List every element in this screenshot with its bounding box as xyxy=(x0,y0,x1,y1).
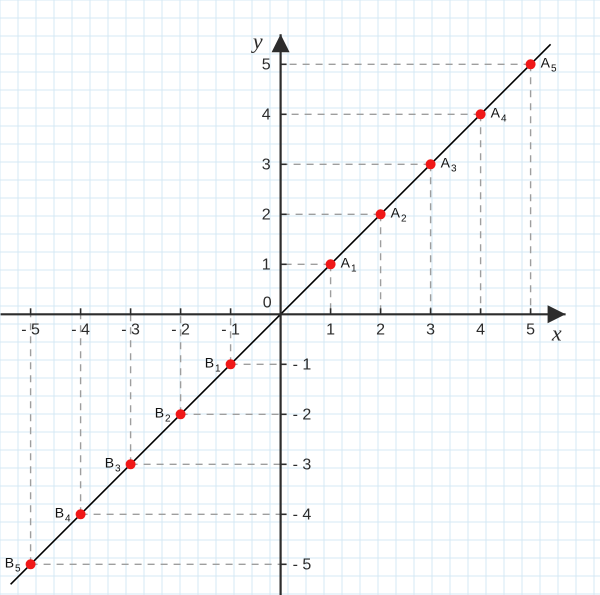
x-tick-label: 2 xyxy=(376,321,385,338)
point-A3 xyxy=(426,160,435,169)
y-tick-label: - 5 xyxy=(293,556,312,573)
point-A5 xyxy=(526,60,535,69)
point-B2 xyxy=(176,410,185,419)
x-tick-label: - 5 xyxy=(21,321,40,338)
x-tick-label: 4 xyxy=(476,321,485,338)
coordinate-chart: - 5 - 4 - 3 - 2 - 1 1 2 3 4 5 - 5 - 4 - 3 - 2 - 1 1 2 3 4 5… xyxy=(0,0,600,595)
y-tick-label: - 4 xyxy=(293,506,312,523)
point-B4 xyxy=(76,510,85,519)
origin-label: 0 xyxy=(263,294,272,311)
y-axis-label: y xyxy=(251,28,263,53)
point-B3 xyxy=(126,460,135,469)
y-tick-label: 2 xyxy=(262,206,271,223)
x-tick-label: 5 xyxy=(526,321,535,338)
x-tick-label: - 2 xyxy=(171,321,190,338)
x-axis-label: x xyxy=(551,320,562,345)
x-tick-label: 1 xyxy=(326,321,335,338)
point-B5 xyxy=(26,560,35,569)
y-tick-label: 5 xyxy=(262,56,271,73)
y-tick-label: - 1 xyxy=(293,356,312,373)
y-tick-label: - 3 xyxy=(293,456,312,473)
y-tick-label: - 2 xyxy=(293,406,312,423)
chart-stage: - 5 - 4 - 3 - 2 - 1 1 2 3 4 5 - 5 - 4 - 3 - 2 - 1 1 2 3 4 5… xyxy=(0,0,600,595)
x-tick-label: - 4 xyxy=(71,321,90,338)
x-tick-label: 3 xyxy=(426,321,435,338)
point-A1 xyxy=(326,260,335,269)
point-B1 xyxy=(226,360,235,369)
point-A2 xyxy=(376,210,385,219)
y-tick-label: 4 xyxy=(262,106,271,123)
x-tick-label: - 1 xyxy=(221,321,240,338)
y-tick-label: 1 xyxy=(262,256,271,273)
point-A4 xyxy=(476,110,485,119)
x-tick-label: - 3 xyxy=(121,321,140,338)
y-tick-label: 3 xyxy=(262,156,271,173)
